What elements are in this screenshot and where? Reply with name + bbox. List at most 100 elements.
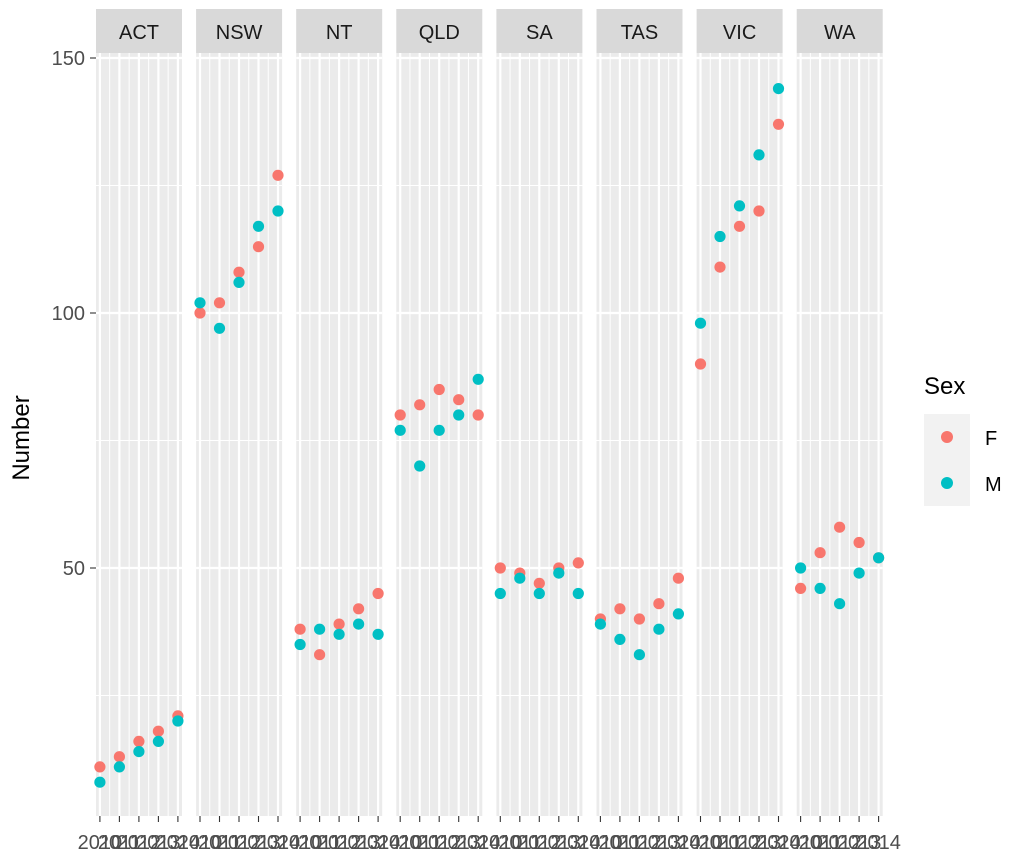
point-f-tas-2013 [653, 598, 665, 610]
point-f-vic-2010 [694, 358, 707, 370]
point-m-act-2012 [133, 746, 145, 758]
x-tick-label: 2012 [617, 832, 662, 854]
x-tick-label: 2014 [656, 832, 701, 854]
x-tick-label: 2014 [856, 832, 901, 854]
point-m-vic-2014 [772, 83, 785, 95]
facet-strip [296, 9, 383, 53]
x-tick-label: 2013 [236, 832, 281, 854]
facet-panels: ACT NSW NT QLD SA TAS VIC WA [94, 9, 885, 816]
x-tick-label: 2014 [756, 832, 801, 854]
point-f-nt-2012 [333, 618, 345, 630]
point-m-act-2014 [172, 715, 184, 727]
point-m-nsw-2014 [272, 205, 284, 217]
point-m-nsw-2013 [252, 220, 265, 232]
point-f-nt-2014 [372, 587, 384, 600]
facet-strip-label: NSW [216, 22, 263, 44]
point-f-nt-2011 [314, 649, 326, 661]
point-m-sa-2010 [494, 587, 506, 600]
point-m-nsw-2012 [233, 276, 245, 288]
point-m-sa-2013 [553, 567, 565, 579]
point-f-sa-2010 [494, 562, 506, 574]
x-tick-label: 2012 [317, 832, 362, 854]
point-f-wa-2013 [853, 536, 865, 549]
point-f-tas-2012 [633, 613, 646, 625]
y-axis: 50 100 150 [52, 48, 96, 580]
x-tick-label: 2013 [837, 832, 882, 854]
x-tick-label: 2014 [556, 832, 601, 854]
facet-panel-nt: NT [294, 9, 384, 816]
point-f-tas-2014 [672, 572, 685, 584]
facet-strip-label: QLD [419, 22, 460, 44]
point-m-wa-2010 [795, 562, 807, 574]
facet-panel-vic: VIC [694, 9, 785, 816]
legend-title: Sex [924, 373, 965, 400]
point-f-vic-2014 [772, 118, 785, 130]
point-m-nsw-2010 [194, 297, 206, 309]
point-m-nt-2010 [294, 638, 306, 651]
x-tick-label: 2011 [498, 832, 541, 854]
point-f-sa-2012 [533, 577, 545, 589]
legend-label-m: M [985, 474, 1002, 496]
facet-panel-wa: WA [795, 9, 885, 816]
point-m-tas-2010 [594, 618, 607, 630]
point-f-nsw-2013 [252, 241, 265, 253]
x-tick-label: 2013 [637, 832, 682, 854]
facet-panel-nsw: NSW [194, 9, 284, 816]
x-tick-label: 2010 [278, 832, 323, 854]
x-tick-label: 2011 [198, 832, 241, 854]
point-f-nsw-2012 [233, 266, 245, 278]
point-f-qld-2011 [414, 399, 426, 411]
x-tick-label: 2013 [737, 832, 782, 854]
point-m-qld-2011 [414, 460, 426, 472]
point-f-nt-2010 [294, 623, 306, 635]
point-m-tas-2012 [633, 649, 646, 661]
facet-strip [796, 9, 883, 53]
facet-strip-label: SA [526, 22, 553, 44]
x-tick-label: 2010 [578, 832, 623, 854]
facet-strip [196, 9, 283, 53]
x-tick-label: 2010 [78, 832, 123, 854]
facet-panel-tas: TAS [594, 9, 685, 816]
point-m-wa-2013 [853, 567, 865, 579]
facet-strip [496, 9, 583, 53]
y-tick-label: 50 [63, 558, 85, 580]
legend-key-m [941, 477, 953, 489]
point-f-nsw-2014 [272, 169, 284, 181]
x-tick-label: 2014 [156, 832, 201, 854]
point-f-nsw-2011 [213, 297, 226, 309]
point-m-tas-2011 [614, 633, 626, 646]
point-m-qld-2012 [433, 424, 445, 436]
point-m-nt-2014 [372, 628, 384, 640]
x-tick-label: 2011 [398, 832, 441, 854]
point-m-nt-2013 [353, 618, 365, 630]
y-tick-label: 100 [52, 303, 85, 325]
x-tick-label: 2010 [678, 832, 723, 854]
point-m-act-2010 [94, 776, 106, 788]
x-tick-label: 2012 [417, 832, 462, 854]
x-tick-label: 2014 [356, 832, 401, 854]
x-tick-label: 2014 [456, 832, 501, 854]
point-m-qld-2010 [394, 424, 406, 436]
x-tick-label: 2012 [817, 832, 862, 854]
x-tick-label: 2011 [298, 832, 341, 854]
x-tick-label: 2012 [217, 832, 262, 854]
point-f-tas-2011 [614, 603, 626, 615]
point-f-wa-2011 [814, 547, 826, 559]
x-tick-label: 2014 [256, 832, 301, 854]
point-m-sa-2011 [514, 572, 526, 584]
point-m-tas-2013 [653, 623, 665, 635]
point-f-wa-2010 [795, 582, 807, 595]
point-m-vic-2011 [714, 230, 726, 243]
x-tick-label: 2012 [117, 832, 162, 854]
point-m-sa-2014 [572, 587, 584, 600]
legend: Sex F M [924, 373, 1002, 506]
point-f-qld-2013 [453, 394, 465, 406]
facet-strip-label: ACT [119, 22, 159, 44]
point-f-act-2010 [94, 761, 106, 773]
point-m-tas-2014 [672, 608, 685, 620]
x-tick-label: 2010 [378, 832, 423, 854]
point-m-vic-2010 [694, 317, 707, 329]
x-tick-label: 2010 [178, 832, 223, 854]
y-tick-label: 150 [52, 48, 85, 70]
point-f-wa-2012 [834, 521, 846, 533]
